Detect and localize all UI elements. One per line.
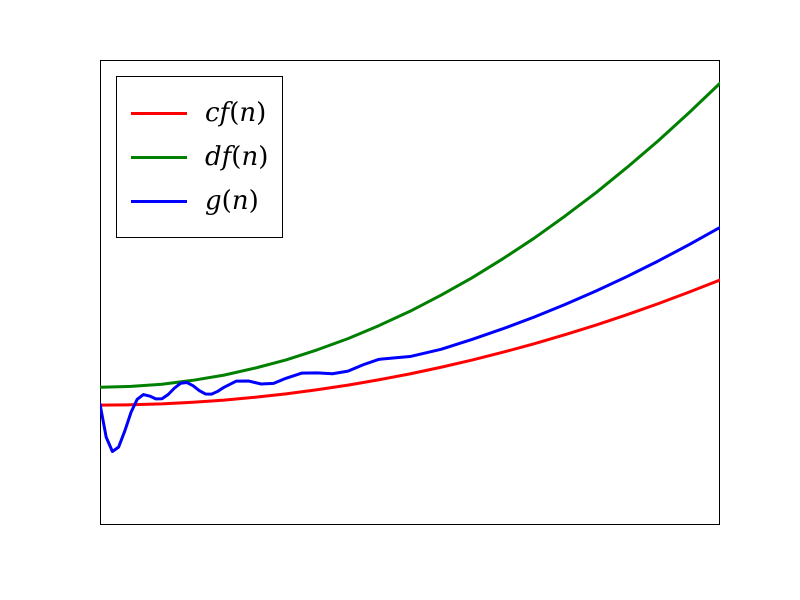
legend-swatch-df bbox=[131, 156, 187, 159]
legend-label-df: df(n) bbox=[205, 142, 268, 172]
legend-item-cf: cf(n) bbox=[131, 95, 268, 131]
legend-label-cf: cf(n) bbox=[205, 98, 266, 128]
legend-item-df: df(n) bbox=[131, 139, 268, 175]
figure: cf(n) df(n) g(n) bbox=[0, 0, 800, 600]
legend-item-g: g(n) bbox=[131, 183, 268, 219]
legend-swatch-cf bbox=[131, 112, 187, 115]
legend: cf(n) df(n) g(n) bbox=[116, 76, 283, 238]
legend-label-g: g(n) bbox=[205, 186, 259, 216]
legend-swatch-g bbox=[131, 200, 187, 203]
